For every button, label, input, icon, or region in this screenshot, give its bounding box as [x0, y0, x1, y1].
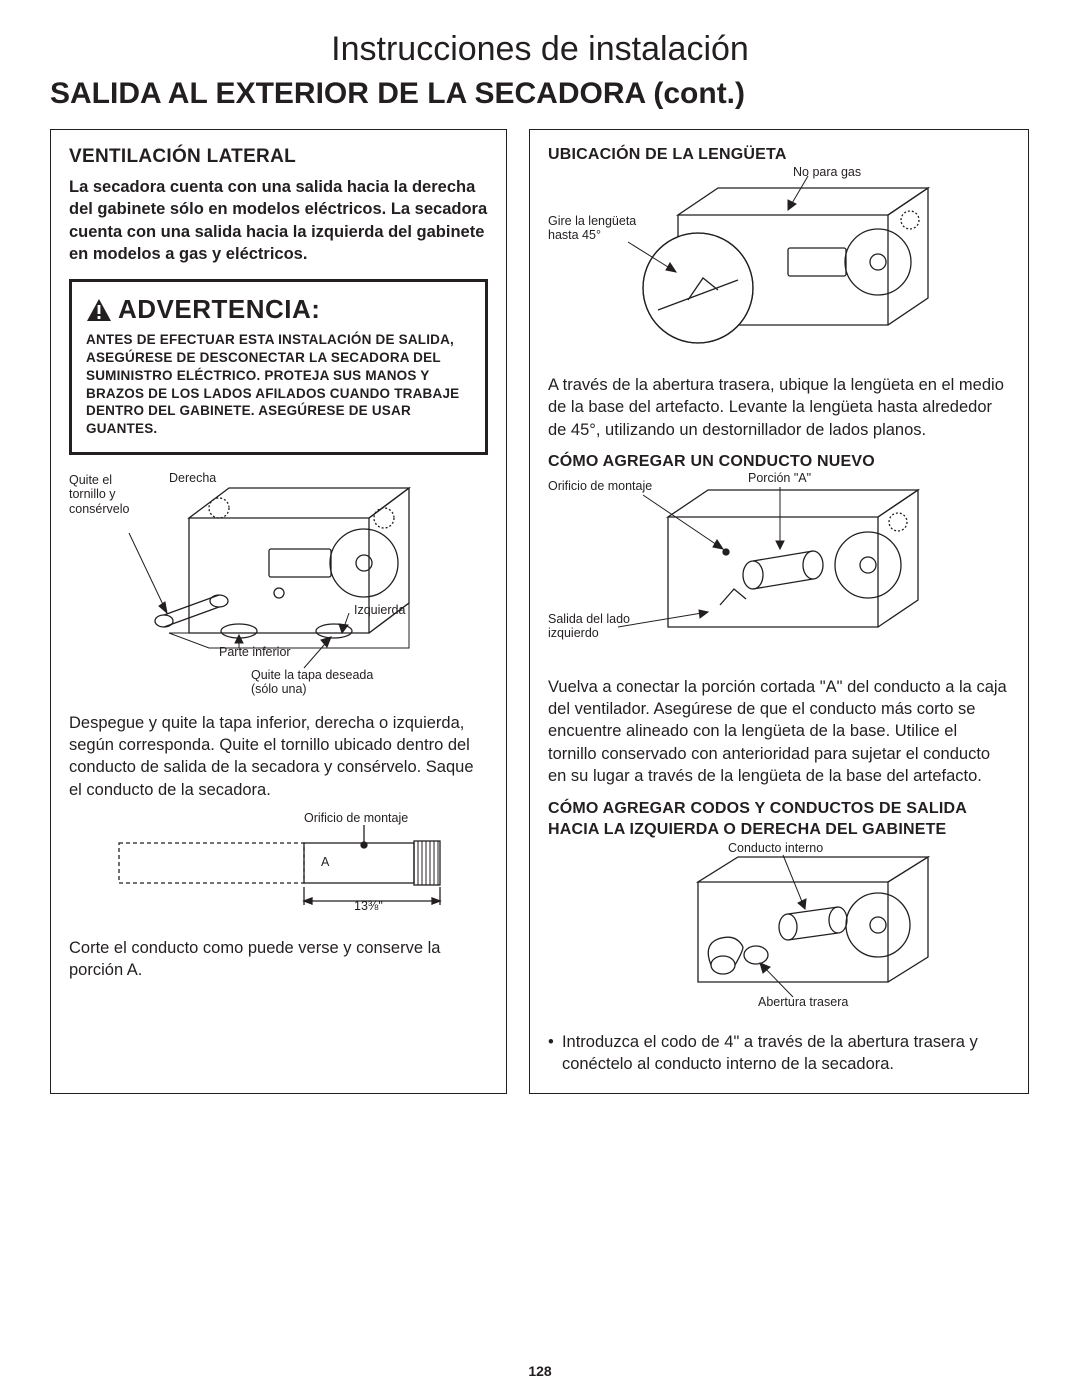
page-title: Instrucciones de instalación: [50, 30, 1030, 69]
fig1-label-parte-inferior: Parte inferior: [219, 645, 291, 659]
fig3-svg: [548, 170, 1008, 355]
fig1-label-quite-tapa: Quite la tapa deseada (sólo una): [251, 668, 401, 697]
fig3-no-gas: No para gas: [793, 165, 861, 179]
left-intro: La secadora cuenta con una salida hacia …: [69, 176, 488, 265]
fig1-label-derecha: Derecha: [169, 471, 216, 485]
fig5-interno: Conducto interno: [728, 841, 823, 855]
fig2-dim: 13⅜": [354, 899, 383, 913]
left-column: VENTILACIÓN LATERAL La secadora cuenta c…: [50, 129, 507, 1094]
right-h2: CÓMO AGREGAR UN CONDUCTO NUEVO: [548, 453, 1010, 471]
fig4-salida: Salida del lado izquierdo: [548, 612, 638, 641]
page-number: 128: [0, 1363, 1080, 1379]
right-bullet-text: Introduzca el codo de 4" a través de la …: [562, 1031, 1010, 1076]
fig2-a: A: [321, 855, 329, 869]
fig1-label-quite: Quite el tornillo y consérvelo: [69, 473, 135, 516]
fig2-orificio: Orificio de montaje: [304, 811, 408, 825]
figure-elbow: Conducto interno Abertura trasera: [608, 847, 1010, 1017]
right-h3: CÓMO AGREGAR CODOS Y CONDUCTOS DE SALIDA…: [548, 799, 1010, 841]
warning-body: ANTES DE EFECTUAR ESTA INSTALACIÓN DE SA…: [86, 331, 471, 438]
two-column-layout: VENTILACIÓN LATERAL La secadora cuenta c…: [50, 129, 1030, 1094]
warning-box: ADVERTENCIA: ANTES DE EFECTUAR ESTA INST…: [69, 279, 488, 455]
bullet-dot: •: [548, 1031, 554, 1076]
fig5-svg: [608, 847, 988, 1007]
section-title: SALIDA AL EXTERIOR DE LA SECADORA (cont.…: [50, 77, 1030, 111]
fig4-porcion: Porción "A": [748, 471, 811, 485]
fig2-svg: [69, 813, 489, 913]
fig4-orificio: Orificio de montaje: [548, 479, 652, 493]
right-para1: A través de la abertura trasera, ubique …: [548, 374, 1010, 441]
right-h1: UBICACIÓN DE LA LENGÜETA: [548, 146, 1010, 164]
figure-new-duct: Orificio de montaje Porción "A" Salida d…: [548, 477, 1010, 662]
figure-tab-location: No para gas Gire la lengüeta hasta 45°: [548, 170, 1010, 360]
figure-duct-cut: Orificio de montaje A 13⅜": [69, 813, 488, 923]
figure-cabinet-knockouts: Quite el tornillo y consérvelo Derecha I…: [69, 473, 488, 698]
right-para2: Vuelva a conectar la porción cortada "A"…: [548, 676, 1010, 787]
warning-title: ADVERTENCIA:: [118, 294, 320, 325]
warning-icon: [86, 298, 112, 322]
left-para2: Corte el conducto como puede verse y con…: [69, 937, 488, 982]
left-heading: VENTILACIÓN LATERAL: [69, 146, 488, 168]
warning-title-row: ADVERTENCIA:: [86, 294, 471, 325]
right-bullet: • Introduzca el codo de 4" a través de l…: [548, 1031, 1010, 1076]
right-column: UBICACIÓN DE LA LENGÜETA: [529, 129, 1029, 1094]
fig5-abertura: Abertura trasera: [758, 995, 848, 1009]
fig1-label-izquierda: Izquierda: [354, 603, 405, 617]
left-para1: Despegue y quite la tapa inferior, derec…: [69, 712, 488, 801]
fig3-gire: Gire la lengüeta hasta 45°: [548, 214, 648, 243]
